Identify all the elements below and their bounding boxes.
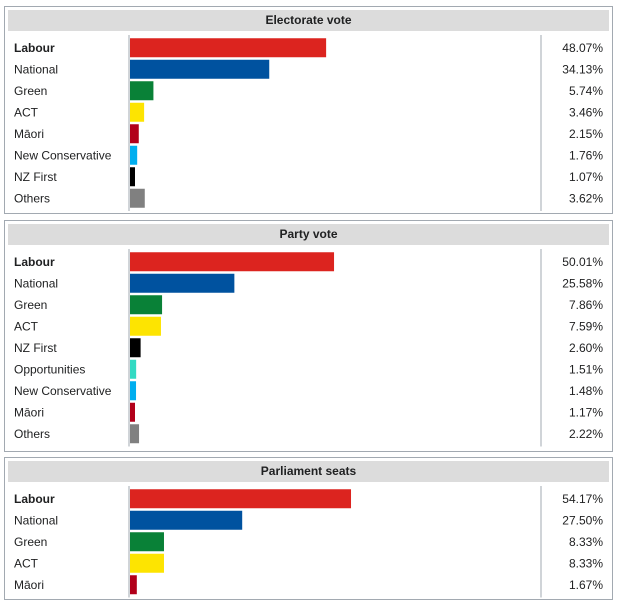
bar	[130, 316, 161, 336]
party-label: Labour	[14, 41, 55, 55]
party-label: Others	[14, 191, 50, 205]
bar	[130, 575, 137, 595]
bar	[130, 532, 164, 552]
bar	[130, 167, 135, 187]
bar	[130, 124, 139, 144]
bar	[130, 145, 138, 165]
party-label: Māori	[14, 578, 44, 592]
bar	[130, 424, 140, 444]
bar	[130, 59, 270, 79]
value-label: 3.46%	[569, 105, 603, 119]
panel-title: Parliament seats	[8, 461, 609, 482]
bar	[130, 402, 135, 422]
party-label: National	[14, 62, 58, 76]
parliament-seats-panel: Parliament seats Labour 54.17% National 27.…	[4, 457, 613, 600]
bar	[130, 338, 141, 358]
value-label: 7.86%	[569, 298, 603, 312]
party-label: National	[14, 513, 58, 527]
value-label: 8.33%	[569, 556, 603, 570]
party-vote-chart: Labour 50.01% National 25.58% Green 7.86% ACT 7…	[14, 249, 603, 447]
party-label: ACT	[14, 105, 39, 119]
value-label: 2.15%	[569, 127, 603, 141]
panel-title: Party vote	[8, 224, 609, 245]
bar	[130, 510, 243, 530]
party-label: Others	[14, 427, 50, 441]
value-label: 48.07%	[562, 41, 603, 55]
bar	[130, 381, 137, 401]
bar	[130, 489, 352, 509]
party-vote-panel: Party vote Labour 50.01% National 25.58% Gre…	[4, 220, 613, 452]
bar	[130, 295, 163, 315]
party-label: Opportunities	[14, 362, 85, 376]
bar	[130, 359, 137, 379]
value-label: 5.74%	[569, 84, 603, 98]
electorate-vote-panel: Electorate vote Labour 48.07% National 34.1…	[4, 6, 613, 214]
value-label: 27.50%	[562, 513, 603, 527]
party-label: Green	[14, 535, 47, 549]
party-label: Māori	[14, 405, 44, 419]
value-label: 1.07%	[569, 170, 603, 184]
value-label: 1.76%	[569, 148, 603, 162]
electorate-vote-chart: Labour 48.07% National 34.13% Green 5.74% ACT 3…	[14, 35, 603, 211]
value-label: 8.33%	[569, 535, 603, 549]
bar	[130, 81, 154, 101]
party-label: New Conservative	[14, 384, 112, 398]
value-label: 50.01%	[562, 255, 603, 269]
value-label: 34.13%	[562, 62, 603, 76]
bar	[130, 102, 145, 122]
value-label: 7.59%	[569, 319, 603, 333]
party-label: ACT	[14, 556, 39, 570]
value-label: 1.48%	[569, 384, 603, 398]
party-label: Green	[14, 84, 47, 98]
party-label: NZ First	[14, 341, 57, 355]
value-label: 3.62%	[569, 191, 603, 205]
party-label: NZ First	[14, 170, 57, 184]
party-label: National	[14, 276, 58, 290]
party-label: Māori	[14, 127, 44, 141]
parliament-seats-chart: Labour 54.17% National 27.50% Green 8.33% ACT 8…	[14, 486, 603, 598]
value-label: 25.58%	[562, 276, 603, 290]
bar	[130, 188, 145, 208]
value-label: 1.51%	[569, 362, 603, 376]
party-label: New Conservative	[14, 148, 112, 162]
panel-title: Electorate vote	[8, 10, 609, 31]
party-label: Labour	[14, 492, 55, 506]
value-label: 2.60%	[569, 341, 603, 355]
party-label: ACT	[14, 319, 39, 333]
value-label: 1.67%	[569, 578, 603, 592]
bar	[130, 553, 164, 573]
value-label: 54.17%	[562, 492, 603, 506]
value-label: 2.22%	[569, 427, 603, 441]
party-label: Labour	[14, 255, 55, 269]
value-label: 1.17%	[569, 405, 603, 419]
party-label: Green	[14, 298, 47, 312]
bar	[130, 38, 327, 58]
bar	[130, 252, 335, 272]
bar	[130, 273, 235, 293]
